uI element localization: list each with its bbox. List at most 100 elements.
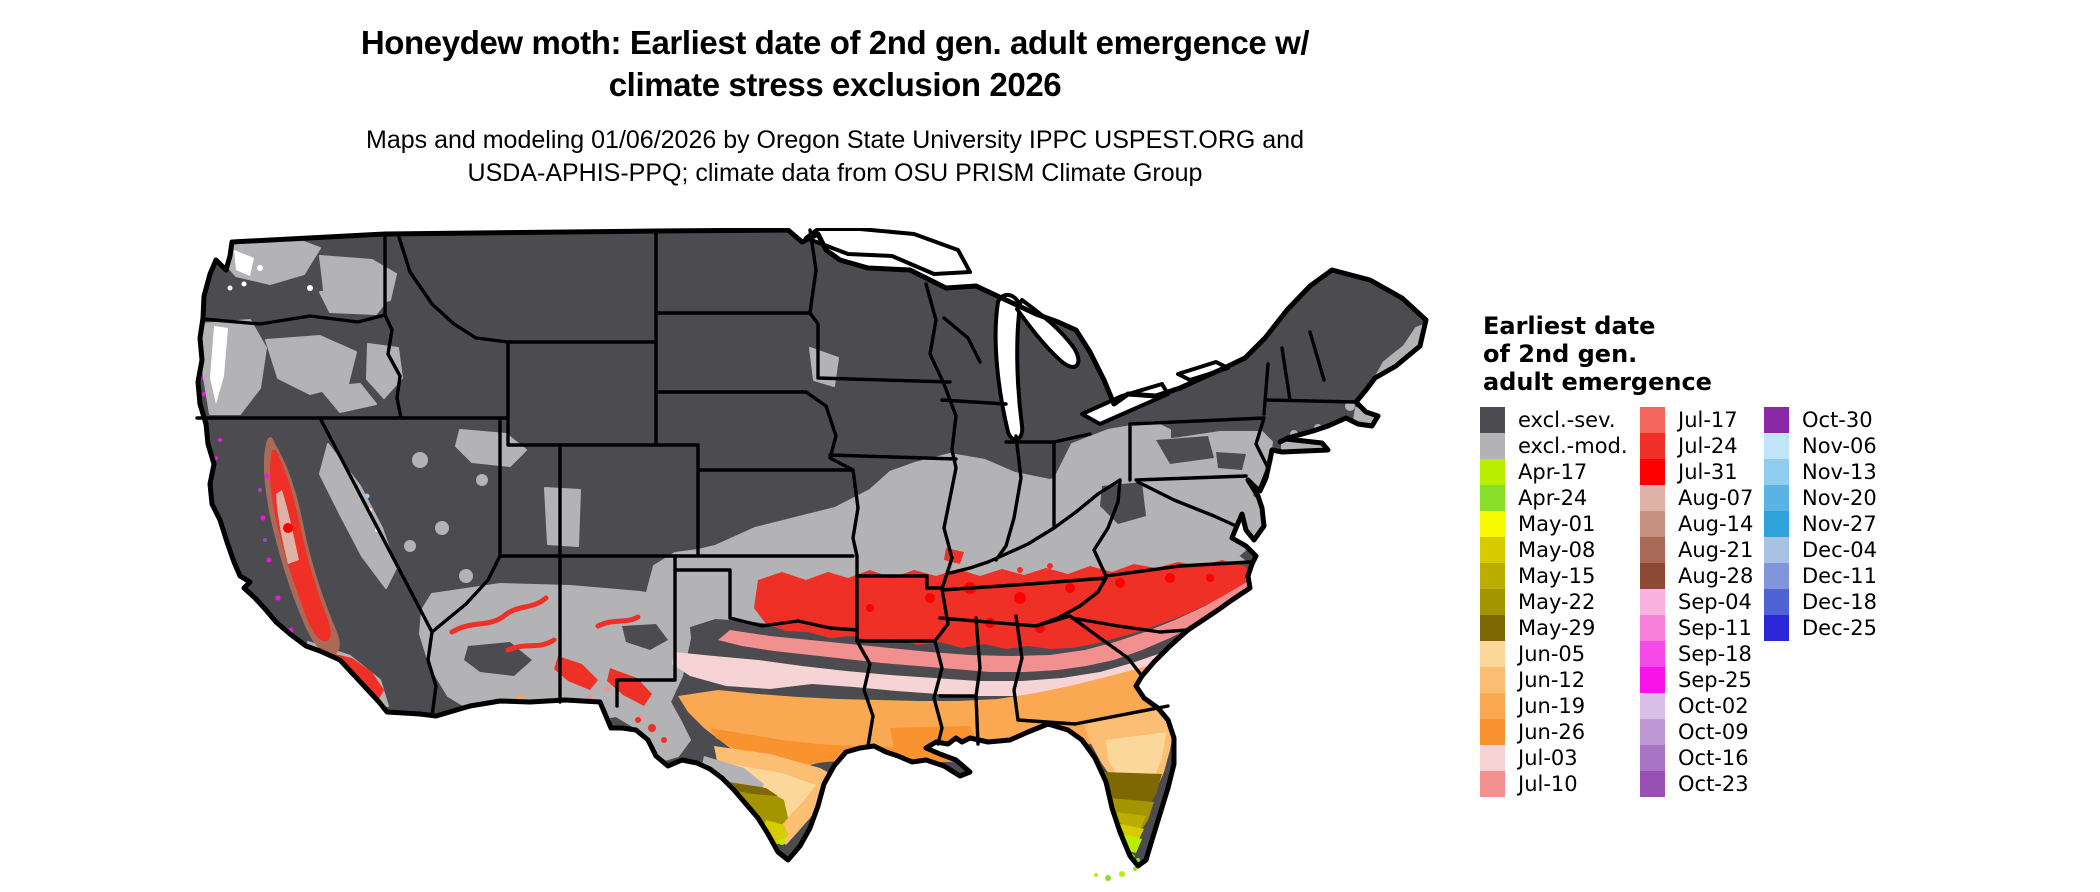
legend-row: Jul-31 bbox=[1640, 459, 1753, 485]
legend-row: May-29 bbox=[1480, 615, 1628, 641]
legend-title-line2: of 2nd gen. bbox=[1483, 340, 1638, 368]
legend-swatch bbox=[1640, 641, 1665, 667]
legend-label: Aug-14 bbox=[1678, 512, 1754, 536]
legend-label: Dec-04 bbox=[1802, 538, 1877, 562]
legend-label: Sep-04 bbox=[1678, 590, 1752, 614]
legend-swatch bbox=[1640, 771, 1665, 797]
legend-label: excl.-sev. bbox=[1518, 408, 1616, 432]
legend-label: Jun-05 bbox=[1518, 642, 1586, 666]
legend-row: Apr-17 bbox=[1480, 459, 1628, 485]
legend-label: Sep-11 bbox=[1678, 616, 1752, 640]
legend-swatch bbox=[1764, 407, 1789, 433]
legend-label: Nov-27 bbox=[1802, 512, 1877, 536]
legend-label: Nov-06 bbox=[1802, 434, 1877, 458]
legend-swatch bbox=[1640, 693, 1665, 719]
state-borders bbox=[195, 228, 1358, 748]
legend-title-line1: Earliest date bbox=[1483, 312, 1656, 340]
legend-row: Nov-27 bbox=[1764, 511, 1877, 537]
legend-row: Aug-14 bbox=[1640, 511, 1753, 537]
legend-swatch bbox=[1480, 485, 1505, 511]
legend-label: May-22 bbox=[1518, 590, 1596, 614]
legend-swatch bbox=[1640, 485, 1665, 511]
legend-swatch bbox=[1640, 537, 1665, 563]
legend-row: excl.-sev. bbox=[1480, 407, 1628, 433]
legend-swatch bbox=[1764, 459, 1789, 485]
legend-swatch bbox=[1640, 433, 1665, 459]
legend-label: Oct-16 bbox=[1678, 746, 1749, 770]
legend-swatch bbox=[1480, 693, 1505, 719]
legend-label: May-08 bbox=[1518, 538, 1596, 562]
legend-row: Oct-23 bbox=[1640, 771, 1753, 797]
legend-label: May-01 bbox=[1518, 512, 1596, 536]
legend-row: Sep-11 bbox=[1640, 615, 1753, 641]
legend-label: Dec-11 bbox=[1802, 564, 1877, 588]
legend-swatch bbox=[1764, 537, 1789, 563]
legend-column-2: Jul-17 Jul-24 Jul-31 Aug-07 Aug-14 Aug-21 Aug-… bbox=[1640, 407, 1753, 797]
legend-swatch bbox=[1480, 459, 1505, 485]
page-title: Honeydew moth: Earliest date of 2nd gen.… bbox=[0, 22, 1670, 106]
legend-swatch bbox=[1764, 589, 1789, 615]
legend-swatch bbox=[1480, 771, 1505, 797]
legend-row: Dec-04 bbox=[1764, 537, 1877, 563]
legend-row: Dec-18 bbox=[1764, 589, 1877, 615]
legend-label: Jun-26 bbox=[1518, 720, 1586, 744]
legend-swatch bbox=[1640, 667, 1665, 693]
legend-label: Aug-28 bbox=[1678, 564, 1754, 588]
legend-row: Apr-24 bbox=[1480, 485, 1628, 511]
legend-row: May-08 bbox=[1480, 537, 1628, 563]
legend-row: Nov-13 bbox=[1764, 459, 1877, 485]
page-subtitle: Maps and modeling 01/06/2026 by Oregon S… bbox=[0, 124, 1670, 190]
legend-swatch bbox=[1480, 641, 1505, 667]
legend-swatch bbox=[1640, 589, 1665, 615]
legend-label: Jul-24 bbox=[1678, 434, 1738, 458]
legend-swatch bbox=[1480, 667, 1505, 693]
legend-row: May-01 bbox=[1480, 511, 1628, 537]
legend-row: May-15 bbox=[1480, 563, 1628, 589]
legend-row: Sep-25 bbox=[1640, 667, 1753, 693]
legend-row: Dec-11 bbox=[1764, 563, 1877, 589]
legend-swatch bbox=[1764, 615, 1789, 641]
legend-row: Sep-04 bbox=[1640, 589, 1753, 615]
legend-row: Oct-16 bbox=[1640, 745, 1753, 771]
legend-label: Oct-09 bbox=[1678, 720, 1749, 744]
legend-row: Jul-03 bbox=[1480, 745, 1628, 771]
legend-row: excl.-mod. bbox=[1480, 433, 1628, 459]
legend-label: Jul-31 bbox=[1678, 460, 1738, 484]
legend-row: Aug-07 bbox=[1640, 485, 1753, 511]
legend-title-line3: adult emergence bbox=[1483, 368, 1712, 396]
page-title-line1: Honeydew moth: Earliest date of 2nd gen.… bbox=[360, 24, 1310, 61]
legend-swatch bbox=[1480, 563, 1505, 589]
legend-row: May-22 bbox=[1480, 589, 1628, 615]
legend-label: Sep-25 bbox=[1678, 668, 1752, 692]
legend-row: Oct-02 bbox=[1640, 693, 1753, 719]
legend-row: Oct-09 bbox=[1640, 719, 1753, 745]
legend-swatch bbox=[1640, 563, 1665, 589]
legend-swatch bbox=[1640, 511, 1665, 537]
legend-label: Dec-25 bbox=[1802, 616, 1877, 640]
legend-swatch bbox=[1480, 407, 1505, 433]
legend-swatch bbox=[1480, 511, 1505, 537]
legend-column-3: Oct-30 Nov-06 Nov-13 Nov-20 Nov-27 Dec-04 Dec-… bbox=[1764, 407, 1877, 641]
us-outline bbox=[195, 228, 1429, 869]
legend-row: Nov-06 bbox=[1764, 433, 1877, 459]
legend-label: May-15 bbox=[1518, 564, 1596, 588]
legend-swatch bbox=[1640, 745, 1665, 771]
legend-label: Nov-20 bbox=[1802, 486, 1877, 510]
legend-label: Nov-13 bbox=[1802, 460, 1877, 484]
legend-swatch bbox=[1480, 719, 1505, 745]
legend-row: Dec-25 bbox=[1764, 615, 1877, 641]
legend-swatch bbox=[1480, 615, 1505, 641]
legend-label: Jul-17 bbox=[1678, 408, 1738, 432]
legend-swatch bbox=[1480, 745, 1505, 771]
legend-row: Jul-17 bbox=[1640, 407, 1753, 433]
legend-row: Oct-30 bbox=[1764, 407, 1877, 433]
legend-label: Oct-02 bbox=[1678, 694, 1749, 718]
legend-swatch bbox=[1764, 485, 1789, 511]
legend-title: Earliest date of 2nd gen. adult emergenc… bbox=[1483, 312, 1712, 396]
great-lakes bbox=[804, 228, 1230, 442]
legend-swatch bbox=[1480, 589, 1505, 615]
legend-swatch bbox=[1480, 537, 1505, 563]
legend-row: Jun-12 bbox=[1480, 667, 1628, 693]
legend-label: Jun-12 bbox=[1518, 668, 1586, 692]
